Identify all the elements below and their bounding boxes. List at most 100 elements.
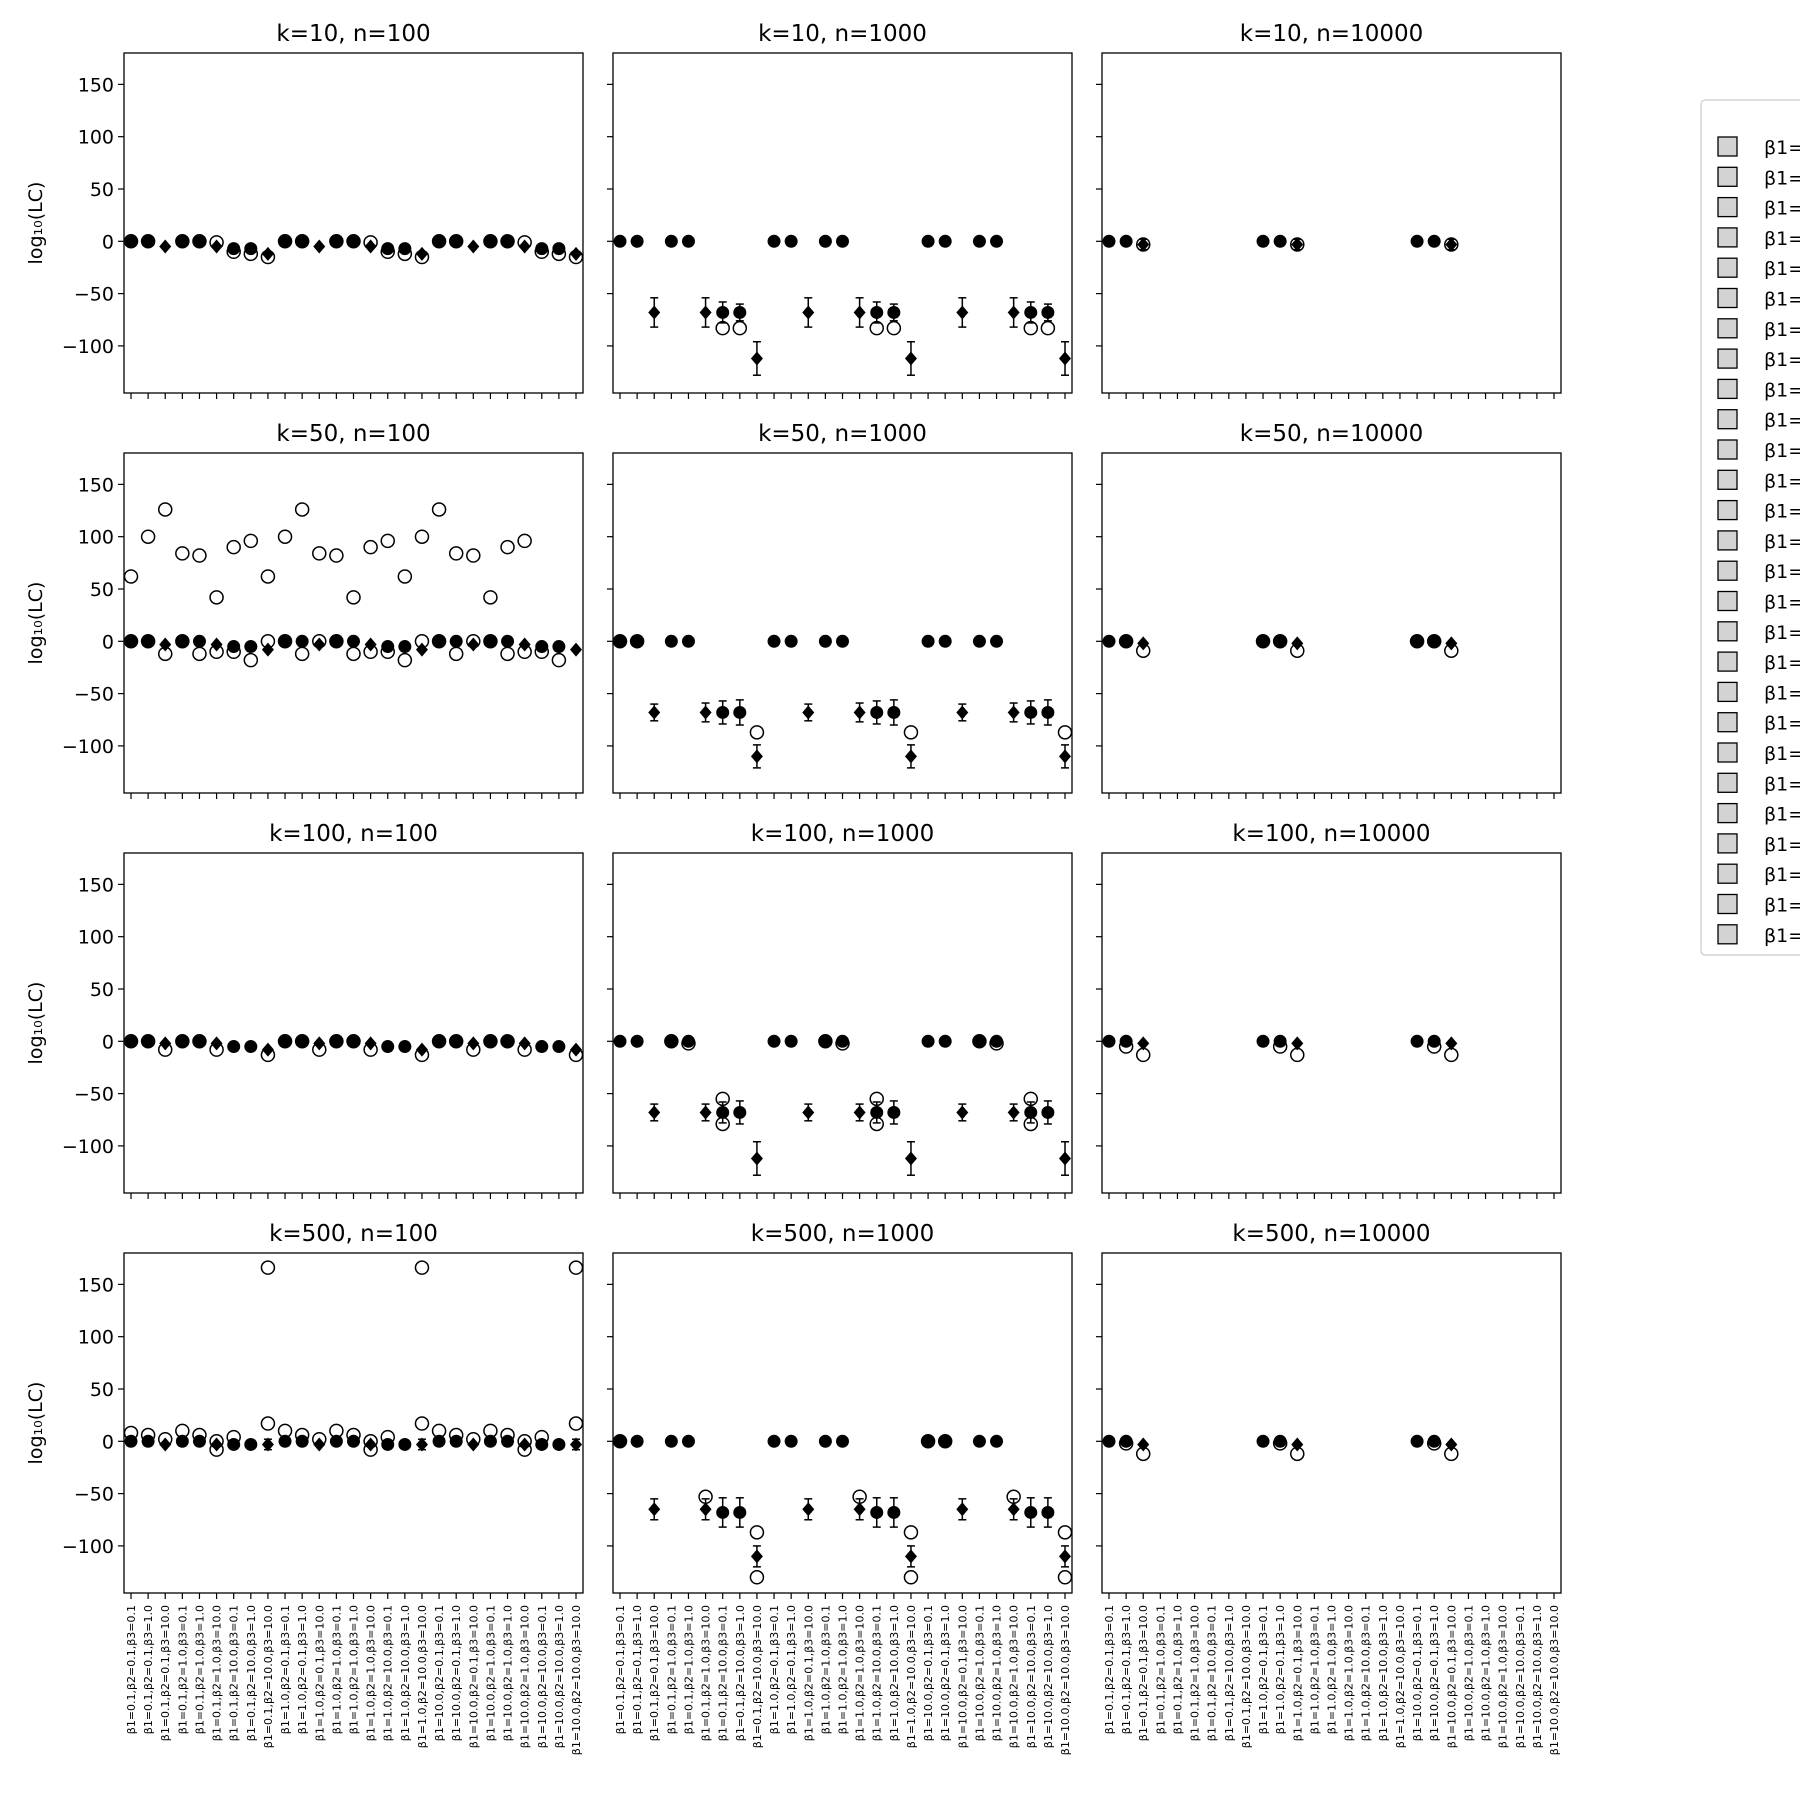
legend-swatch [1717,893,1738,915]
legend-entry-label: β1= [1764,531,1800,553]
filled-marker [904,1151,917,1166]
legend-entry-label: β1= [1764,592,1800,614]
open-marker [517,533,532,549]
open-marker [414,1260,430,1275]
filled-marker [1059,1549,1071,1564]
filled-marker [648,1105,661,1120]
filled-marker [141,634,155,648]
open-marker [1135,1446,1151,1462]
legend-entry-label: β1= [1764,167,1800,189]
legend-entry-label: β1= [1764,470,1800,492]
open-marker [277,234,293,249]
filled-marker [398,1040,412,1054]
filled-marker [938,634,952,648]
open-marker [886,320,902,336]
filled-marker [313,637,326,652]
y-tick-label: 50 [90,579,114,601]
filled-marker [1427,1034,1441,1048]
filled-marker [921,634,935,648]
filled-marker [750,1549,763,1564]
filled-marker [210,637,223,652]
open-marker [681,1036,696,1051]
filled-marker [1445,237,1458,252]
y-tick-label: 150 [78,1274,114,1296]
panel-title: k=500, n=100 [269,1221,438,1247]
x-tick-label: β1=1.0,β2=0.1,β3=1.0 [785,1605,798,1734]
legend-entry-label: β1= [1764,137,1800,159]
filled-marker [1427,634,1441,648]
open-marker [192,1034,207,1049]
open-marker [483,590,498,605]
open-marker [698,1489,713,1505]
open-marker [466,548,481,563]
filled-marker [1119,1034,1133,1048]
filled-marker [261,246,274,261]
x-tick-label: β1=10.0,β2=1.0,β3=1.0 [1480,1605,1493,1741]
open-marker [209,1434,224,1449]
filled-marker [398,640,412,654]
filled-marker [1410,634,1424,648]
open-marker [363,644,378,660]
open-marker [1006,1489,1021,1505]
open-marker [346,590,361,605]
open-marker [1135,643,1151,658]
y-tick-label: 50 [90,179,114,201]
filled-marker [295,1034,309,1048]
filled-marker [802,1502,815,1517]
filled-marker [887,1105,901,1119]
filled-marker [887,305,901,319]
x-tick-label: β1=10.0,β2=10.0,β3=1.0 [1042,1605,1055,1748]
x-tick-label: β1=0.1,β2=1.0,β3=0.1 [1154,1605,1167,1734]
open-marker [260,1416,276,1431]
open-marker [431,634,447,649]
y-axis-label: log₁₀(LC) [25,582,47,665]
x-tick-label: β1=10.0,β2=1.0,β3=0.1 [973,1605,986,1741]
filled-marker [535,1437,549,1451]
legend-entry-label: β1= [1764,713,1800,735]
filled-marker [904,749,917,764]
open-marker [517,644,532,660]
y-tick-label: −100 [62,1136,114,1158]
x-tick-label: β1=0.1,β2=0.1,β3=0.1 [1103,1605,1116,1734]
open-marker [629,634,645,649]
open-marker [903,1570,919,1585]
legend-swatch [1717,863,1738,884]
open-marker [363,1442,378,1457]
legend-entry-label: β1= [1764,289,1800,311]
panel-grid: k=10, n=100150100500−50−100log₁₀(LC)k=10… [25,21,1562,1755]
x-tick-label: β1=0.1,β2=1.0,β3=10.0 [700,1605,713,1741]
legend-swatch [1717,924,1738,945]
legend-swatch [1717,378,1738,400]
filled-marker [1007,305,1020,320]
y-axis-label: log₁₀(LC) [25,982,47,1065]
filled-marker [836,234,849,248]
filled-marker [990,634,1004,648]
filled-marker [483,234,497,248]
filled-marker [552,242,566,256]
x-tick-label: β1=1.0,β2=1.0,β3=1.0 [837,1605,850,1734]
y-tick-label: 150 [78,74,114,96]
legend-swatch [1717,318,1738,339]
filled-marker [1007,705,1020,720]
open-marker [749,725,765,740]
filled-marker [1410,1434,1424,1448]
filled-marker [175,634,189,648]
filled-marker [972,1034,986,1048]
filled-marker [313,1437,326,1452]
filled-marker [535,640,549,654]
open-marker [329,234,344,249]
filled-marker [818,1034,832,1048]
open-marker [277,1423,293,1439]
filled-marker [733,305,747,319]
filled-marker [1410,234,1424,248]
open-marker [1290,1446,1305,1462]
filled-marker [1007,1502,1020,1517]
filled-marker [1445,1036,1458,1051]
filled-marker [1102,1434,1116,1448]
filled-marker [570,1042,582,1057]
open-marker [732,320,748,336]
open-marker [363,1434,378,1449]
open-marker [448,234,464,249]
filled-marker [972,1434,986,1448]
x-tick-label: β1=1.0,β2=1.0,β3=1.0 [1326,1605,1339,1734]
